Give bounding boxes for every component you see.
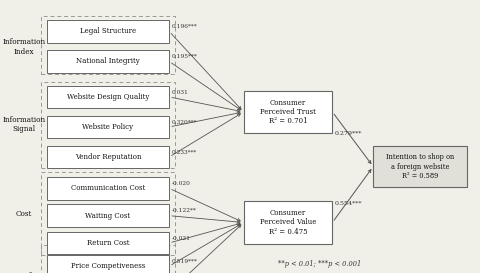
FancyBboxPatch shape bbox=[47, 50, 169, 73]
FancyBboxPatch shape bbox=[243, 201, 332, 244]
Text: Cost: Cost bbox=[16, 210, 32, 218]
FancyBboxPatch shape bbox=[47, 116, 169, 138]
Text: Consumer
Perceived Trust
R² = 0.701: Consumer Perceived Trust R² = 0.701 bbox=[260, 99, 316, 125]
FancyBboxPatch shape bbox=[47, 232, 169, 254]
Text: -0.021: -0.021 bbox=[172, 236, 191, 241]
Text: 0.279***: 0.279*** bbox=[334, 131, 362, 136]
Text: 0.031: 0.031 bbox=[172, 90, 189, 95]
Text: Website Policy: Website Policy bbox=[83, 123, 133, 131]
FancyBboxPatch shape bbox=[47, 255, 169, 273]
Text: Vendor Reputation: Vendor Reputation bbox=[75, 153, 141, 161]
Text: National Integrity: National Integrity bbox=[76, 57, 140, 66]
FancyBboxPatch shape bbox=[243, 91, 332, 133]
Text: 0.519***: 0.519*** bbox=[172, 259, 197, 264]
Text: **p < 0.01; ***p < 0.001: **p < 0.01; ***p < 0.001 bbox=[278, 260, 361, 268]
Text: Waiting Cost: Waiting Cost bbox=[85, 212, 131, 220]
FancyBboxPatch shape bbox=[47, 204, 169, 227]
Text: 0.320***: 0.320*** bbox=[172, 120, 197, 125]
Text: 0.233***: 0.233*** bbox=[172, 150, 197, 155]
Text: 0.554***: 0.554*** bbox=[334, 200, 362, 206]
Text: Consumer
Perceived Value
R² = 0.475: Consumer Perceived Value R² = 0.475 bbox=[260, 209, 316, 236]
FancyBboxPatch shape bbox=[373, 146, 467, 187]
Text: Return Cost: Return Cost bbox=[87, 239, 129, 247]
Text: Website Design Quality: Website Design Quality bbox=[67, 93, 149, 101]
Text: -0.122**: -0.122** bbox=[172, 209, 196, 213]
FancyBboxPatch shape bbox=[47, 146, 169, 168]
FancyBboxPatch shape bbox=[47, 177, 169, 200]
Text: Information
Index: Information Index bbox=[2, 38, 46, 56]
Text: 0.195***: 0.195*** bbox=[172, 54, 197, 59]
FancyBboxPatch shape bbox=[47, 20, 169, 43]
Text: Benefit: Benefit bbox=[11, 272, 37, 273]
Text: Legal Structure: Legal Structure bbox=[80, 27, 136, 35]
Text: -0.020: -0.020 bbox=[172, 181, 191, 186]
Text: 0.196***: 0.196*** bbox=[172, 24, 197, 29]
Text: Price Competiveness: Price Competiveness bbox=[71, 262, 145, 270]
Text: Communication Cost: Communication Cost bbox=[71, 184, 145, 192]
Text: Information
Signal: Information Signal bbox=[2, 115, 46, 133]
FancyBboxPatch shape bbox=[47, 86, 169, 108]
Text: Intention to shop on
a foreign website
R² = 0.589: Intention to shop on a foreign website R… bbox=[386, 153, 454, 180]
